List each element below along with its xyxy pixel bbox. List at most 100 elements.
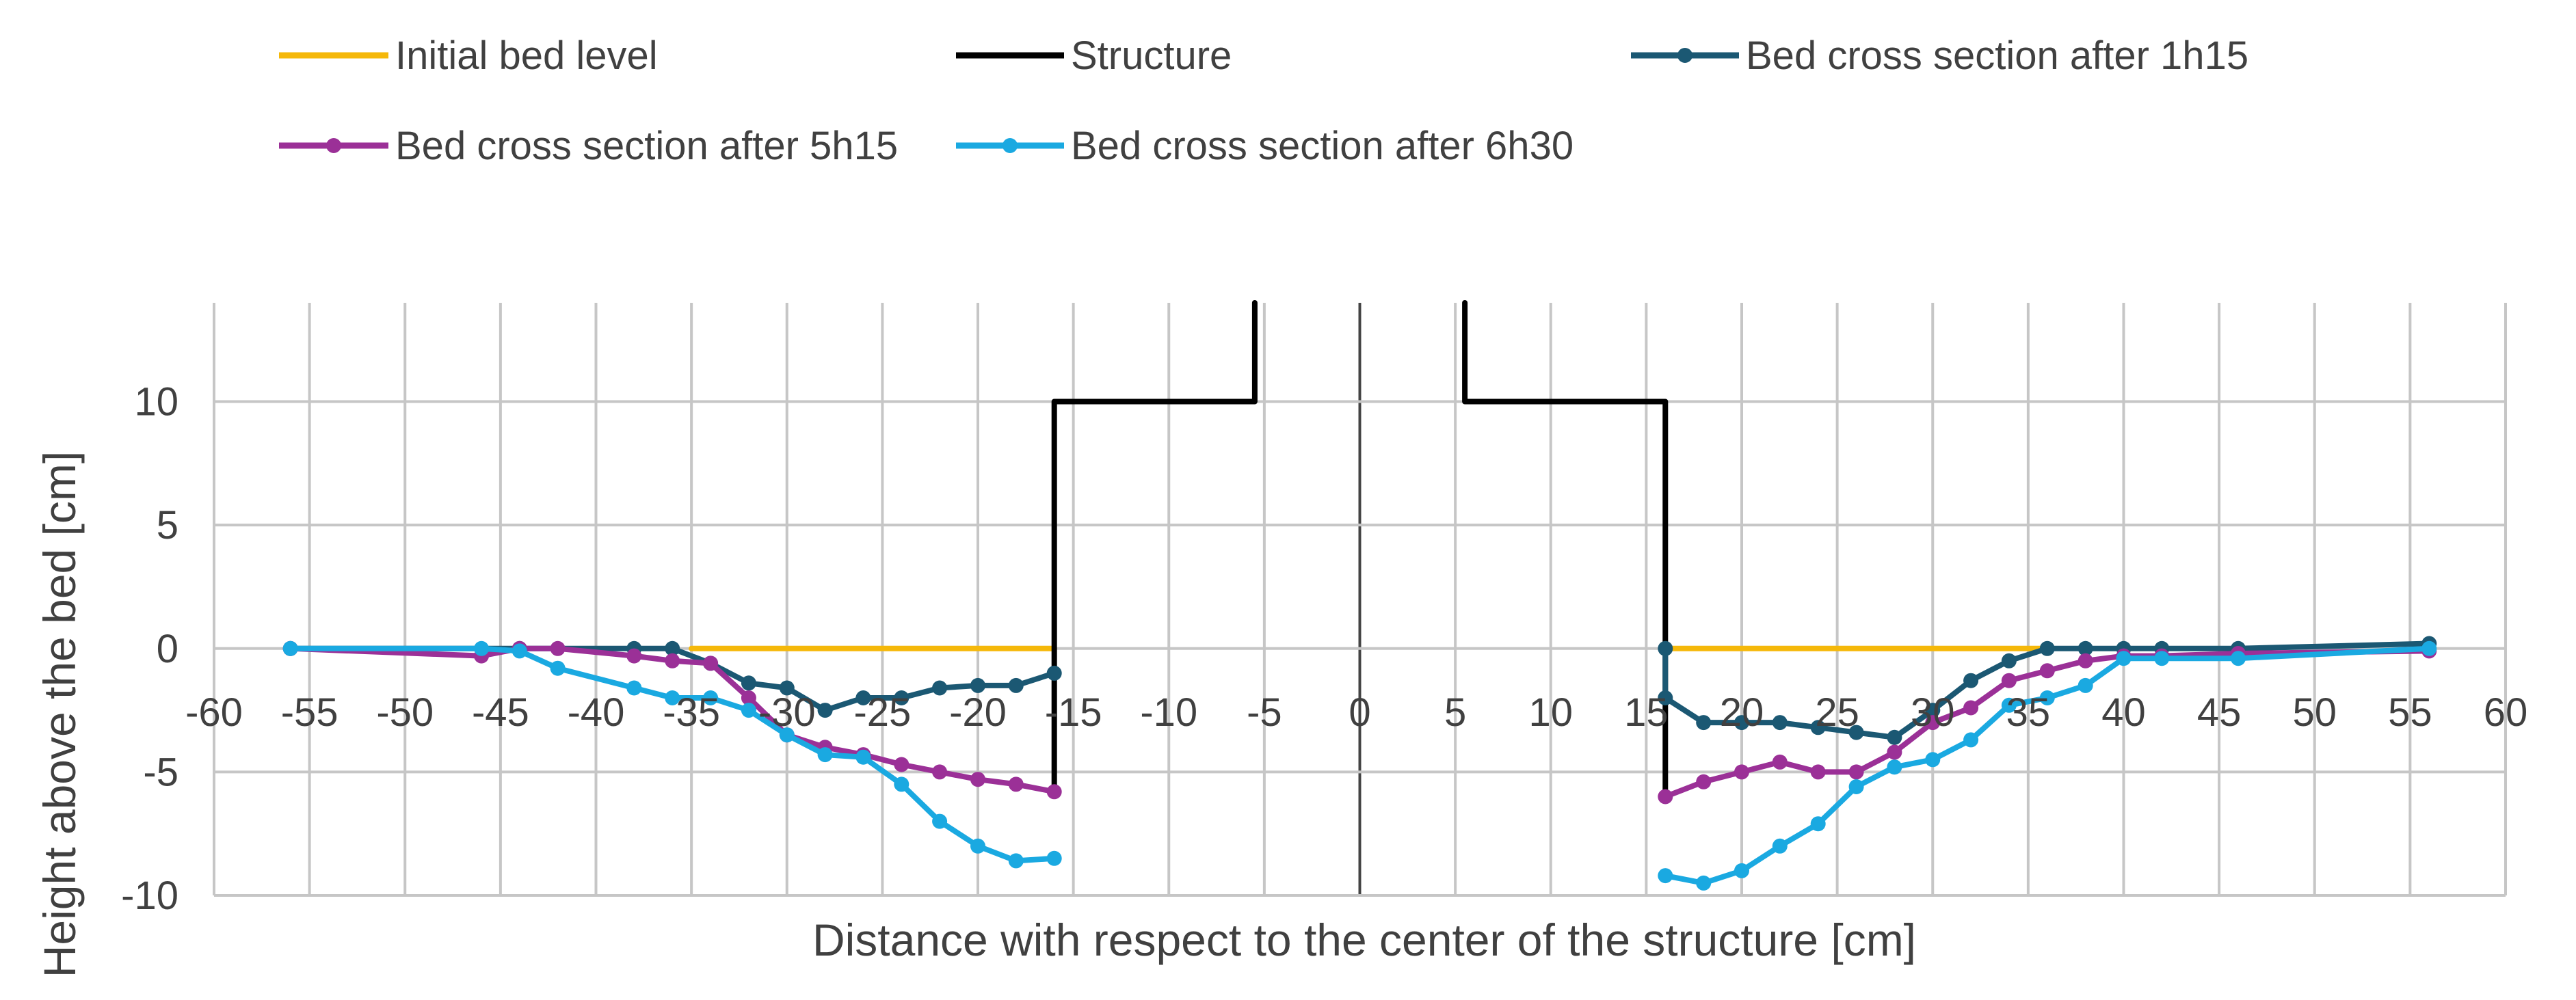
legend-item-6h30[interactable]: Bed cross section after 6h30 <box>956 124 1574 168</box>
data-point <box>932 680 948 696</box>
x-tick-label: -35 <box>663 690 720 735</box>
data-point <box>1772 754 1788 770</box>
data-point <box>2039 663 2055 679</box>
data-point <box>817 747 833 763</box>
legend-label-5h15: Bed cross section after 5h15 <box>395 124 898 168</box>
x-axis-title: Distance with respect to the center of t… <box>812 915 1916 965</box>
x-tick-label: -55 <box>281 690 338 735</box>
data-point <box>550 660 566 676</box>
data-point <box>1696 774 1712 789</box>
data-point <box>894 757 909 772</box>
data-point <box>1734 764 1749 780</box>
data-point <box>512 643 527 659</box>
x-tick-label: 5 <box>1444 690 1466 735</box>
data-point <box>703 656 719 671</box>
data-point <box>1046 784 1062 800</box>
x-tick-label: -20 <box>949 690 1007 735</box>
data-point <box>970 838 985 854</box>
legend-marker-1h15 <box>1677 48 1692 63</box>
data-point <box>1887 729 1902 745</box>
data-point <box>2001 697 2017 713</box>
data-point <box>741 690 756 705</box>
data-point <box>894 776 909 792</box>
series-structure <box>1051 300 1669 800</box>
data-point <box>970 677 985 693</box>
x-tick-label: -45 <box>472 690 529 735</box>
data-point <box>779 680 795 696</box>
x-tick-label: 60 <box>2484 690 2528 735</box>
x-tick-label: 0 <box>1349 690 1370 735</box>
data-point <box>894 690 909 705</box>
data-point <box>1696 875 1712 891</box>
x-tick-label: 10 <box>1528 690 1573 735</box>
gridlines <box>213 303 2507 897</box>
legend-item-structure[interactable]: Structure <box>956 33 1232 78</box>
data-point <box>817 703 833 718</box>
data-point <box>1008 853 1024 869</box>
legend-item-initial-bed-level[interactable]: Initial bed level <box>279 33 658 78</box>
legend-label-6h30: Bed cross section after 6h30 <box>1071 124 1574 168</box>
data-point <box>1887 744 1902 760</box>
data-point <box>282 640 298 656</box>
x-tick-label: -60 <box>185 690 243 735</box>
data-point <box>665 640 680 656</box>
series-bed-cross-section-after-6h30 <box>282 640 2437 891</box>
x-tick-label: -25 <box>853 690 911 735</box>
y-tick-labels: -10 -5 0 5 10 <box>121 380 178 919</box>
data-point <box>1046 850 1062 866</box>
series-line <box>287 645 1057 795</box>
legend-marker-6h30 <box>1002 138 1018 153</box>
data-point <box>626 680 642 696</box>
x-tick-label: 40 <box>2101 690 2146 735</box>
series-line <box>1462 300 1669 800</box>
legend-label-initial-bed-level: Initial bed level <box>395 33 658 78</box>
data-point <box>1696 715 1712 731</box>
data-point <box>2001 653 2017 668</box>
data-point <box>2039 640 2055 656</box>
data-point <box>1963 732 1979 748</box>
x-tick-label: 25 <box>1815 690 1859 735</box>
data-point <box>1810 816 1826 832</box>
series-line <box>287 645 1057 864</box>
data-point <box>2077 677 2093 693</box>
x-tick-label: 15 <box>1624 690 1669 735</box>
data-point <box>2077 640 2093 656</box>
data-point <box>2039 690 2055 705</box>
x-tick-label: 35 <box>2006 690 2051 735</box>
data-point <box>1734 863 1749 878</box>
x-tick-labels: -60 -55 -50 -45 -40 -35 -30 -25 -20 -15 -10 -5 0 5 10 1… <box>185 690 2527 735</box>
data-point <box>1658 868 1673 884</box>
y-tick-label: 10 <box>134 380 178 424</box>
data-point <box>1963 673 1979 688</box>
data-point <box>665 690 680 705</box>
legend-item-1h15[interactable]: Bed cross section after 1h15 <box>1631 33 2248 78</box>
data-point <box>741 675 756 691</box>
data-point <box>1810 720 1826 735</box>
y-tick-label: -5 <box>143 750 178 794</box>
y-tick-label: 0 <box>157 627 178 671</box>
y-axis-title: Height above the bed [cm] <box>34 451 85 977</box>
x-tick-label: 55 <box>2388 690 2432 735</box>
x-tick-label: 20 <box>1720 690 1764 735</box>
data-point <box>550 640 566 656</box>
data-point <box>2231 651 2246 666</box>
series-line <box>1662 645 2432 886</box>
data-point <box>2116 651 2132 666</box>
data-point <box>474 640 489 656</box>
data-point <box>1658 789 1673 805</box>
legend-item-5h15[interactable]: Bed cross section after 5h15 <box>279 124 898 168</box>
data-point <box>855 749 871 765</box>
y-tick-label: -10 <box>121 874 178 918</box>
x-tick-label: -10 <box>1140 690 1197 735</box>
data-point <box>665 653 680 668</box>
data-point <box>855 690 871 705</box>
data-point <box>1848 779 1864 794</box>
data-point <box>2154 651 2170 666</box>
data-point <box>1008 677 1024 693</box>
x-tick-label: 30 <box>1911 690 1955 735</box>
data-point <box>1772 715 1788 731</box>
data-point <box>1772 838 1788 854</box>
data-point <box>2077 653 2093 668</box>
legend-label-1h15: Bed cross section after 1h15 <box>1746 33 2248 78</box>
